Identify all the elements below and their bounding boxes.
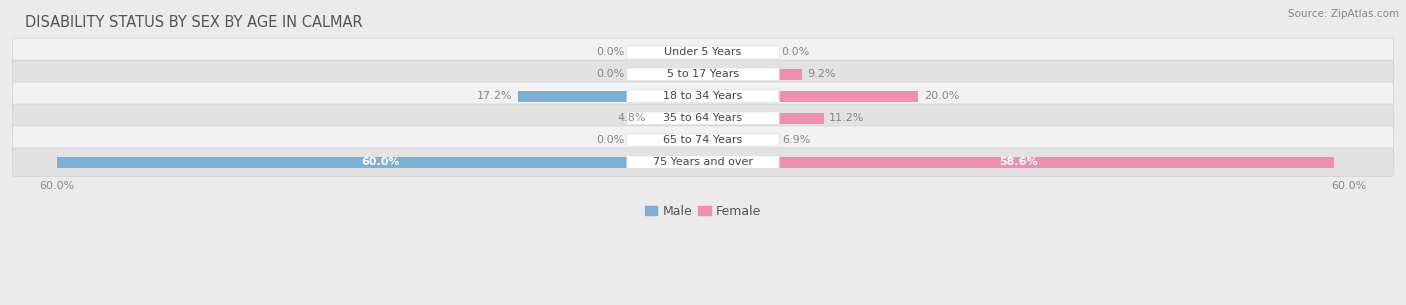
Text: 5 to 17 Years: 5 to 17 Years [666, 69, 740, 79]
Text: 0.0%: 0.0% [596, 69, 624, 79]
Bar [58, 156, 703, 168]
FancyBboxPatch shape [627, 90, 779, 103]
FancyBboxPatch shape [627, 68, 779, 81]
FancyBboxPatch shape [13, 38, 1393, 67]
Bar [517, 91, 703, 102]
FancyBboxPatch shape [627, 46, 779, 59]
Text: 18 to 34 Years: 18 to 34 Years [664, 91, 742, 101]
Bar [703, 156, 1334, 168]
Text: 4.8%: 4.8% [617, 113, 645, 123]
Bar [703, 113, 824, 124]
Text: Source: ZipAtlas.com: Source: ZipAtlas.com [1288, 9, 1399, 19]
FancyBboxPatch shape [13, 148, 1393, 177]
Text: 9.2%: 9.2% [807, 69, 837, 79]
Text: 58.6%: 58.6% [1000, 157, 1038, 167]
Text: Under 5 Years: Under 5 Years [665, 47, 741, 57]
Text: 20.0%: 20.0% [924, 91, 959, 101]
Text: 6.9%: 6.9% [783, 135, 811, 145]
Text: 0.0%: 0.0% [596, 135, 624, 145]
Text: 0.0%: 0.0% [596, 47, 624, 57]
FancyBboxPatch shape [627, 156, 779, 169]
Text: 75 Years and over: 75 Years and over [652, 157, 754, 167]
Bar [651, 113, 703, 124]
Text: 11.2%: 11.2% [830, 113, 865, 123]
FancyBboxPatch shape [13, 82, 1393, 111]
Legend: Male, Female: Male, Female [640, 200, 766, 223]
Bar [703, 69, 801, 80]
Text: 65 to 74 Years: 65 to 74 Years [664, 135, 742, 145]
Bar [703, 135, 778, 146]
Text: 17.2%: 17.2% [477, 91, 513, 101]
FancyBboxPatch shape [13, 60, 1393, 89]
Text: 35 to 64 Years: 35 to 64 Years [664, 113, 742, 123]
FancyBboxPatch shape [627, 112, 779, 125]
FancyBboxPatch shape [13, 104, 1393, 133]
FancyBboxPatch shape [13, 126, 1393, 155]
Text: 0.0%: 0.0% [782, 47, 810, 57]
FancyBboxPatch shape [627, 134, 779, 147]
Text: DISABILITY STATUS BY SEX BY AGE IN CALMAR: DISABILITY STATUS BY SEX BY AGE IN CALMA… [25, 15, 363, 30]
Bar [703, 91, 918, 102]
Text: 60.0%: 60.0% [361, 157, 399, 167]
